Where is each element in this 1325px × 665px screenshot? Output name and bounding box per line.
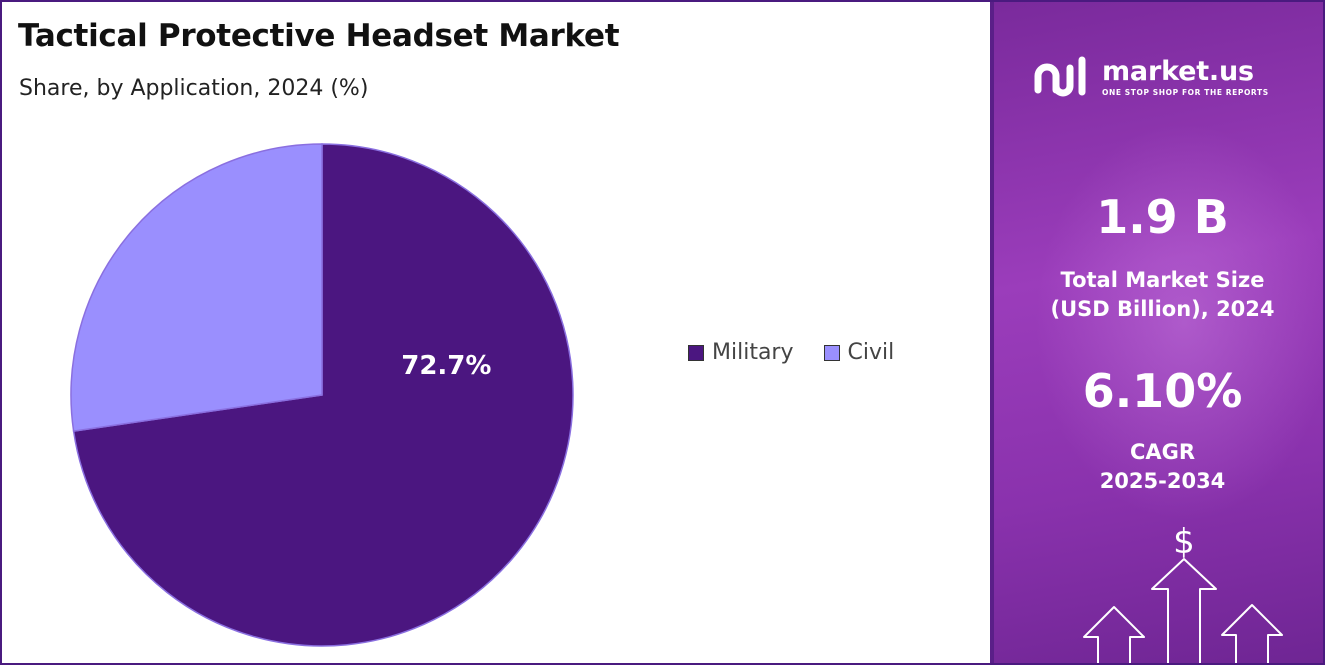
legend-label-military: Military xyxy=(712,340,794,365)
chart-title: Tactical Protective Headset Market xyxy=(18,18,620,54)
legend-item-military: Military xyxy=(688,340,794,365)
pie-slice-civil xyxy=(70,143,323,432)
growth-arrows-icon: $ xyxy=(1083,522,1283,663)
cagr-label-line1: CAGR xyxy=(1129,440,1196,464)
market-size-label-line1: Total Market Size xyxy=(1060,268,1265,292)
summary-panel: market.us ONE STOP SHOP FOR THE REPORTS … xyxy=(990,2,1323,663)
cagr-value: 6.10% xyxy=(1082,364,1243,418)
legend-item-civil: Civil xyxy=(823,340,895,365)
chart-panel: Tactical Protective Headset Market Share… xyxy=(2,2,990,663)
pie-slices xyxy=(70,143,574,647)
pie-chart: 72.7% xyxy=(70,143,574,647)
dollar-sign-icon: $ xyxy=(1173,522,1195,562)
market-us-logo-icon xyxy=(1034,56,1086,97)
market-size-value: 1.9 B xyxy=(1096,190,1229,244)
cagr-label-line2: 2025-2034 xyxy=(1099,469,1226,493)
brand-tagline: ONE STOP SHOP FOR THE REPORTS xyxy=(1102,88,1269,97)
legend-label-civil: Civil xyxy=(847,340,895,365)
brand-logo-group: market.us ONE STOP SHOP FOR THE REPORTS xyxy=(1032,52,1269,102)
legend-swatch-military xyxy=(688,344,704,361)
legend-swatch-civil xyxy=(823,344,840,361)
chart-subtitle: Share, by Application, 2024 (%) xyxy=(19,76,369,101)
brand-name: market.us xyxy=(1102,56,1254,87)
market-size-label-line2: (USD Billion), 2024 xyxy=(1050,297,1275,321)
chart-legend: Military Civil xyxy=(688,340,924,365)
background-glow xyxy=(1034,122,1323,522)
pie-labels: 72.7% xyxy=(401,351,491,381)
pie-slice-military xyxy=(72,143,574,647)
pie-data-label-military: 72.7% xyxy=(401,351,491,381)
